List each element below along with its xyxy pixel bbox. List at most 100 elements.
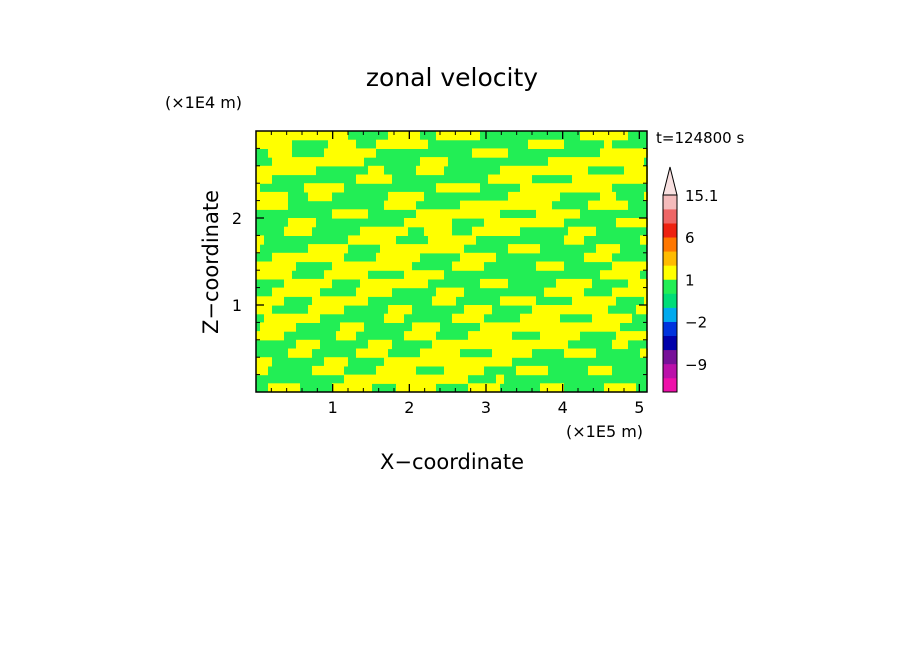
field-cell bbox=[572, 165, 576, 176]
field-cell bbox=[276, 148, 280, 158]
field-cell bbox=[336, 244, 340, 254]
field-cell bbox=[324, 131, 328, 141]
x-tick-label: 3 bbox=[481, 398, 491, 417]
field-cell bbox=[316, 296, 320, 306]
field-cell bbox=[524, 313, 528, 323]
field-cell bbox=[400, 357, 404, 367]
field-cell bbox=[584, 183, 588, 193]
field-cell bbox=[460, 365, 464, 376]
field-cell bbox=[596, 157, 600, 167]
field-cell bbox=[572, 183, 576, 193]
field-cell bbox=[444, 357, 448, 367]
field-cell bbox=[404, 331, 408, 341]
field-cell bbox=[576, 235, 580, 245]
field-cell bbox=[620, 131, 624, 141]
field-cell bbox=[484, 331, 488, 341]
field-cell bbox=[552, 313, 556, 323]
field-cell bbox=[548, 209, 552, 219]
field-cell bbox=[368, 261, 372, 271]
field-cell bbox=[288, 287, 292, 297]
field-cell bbox=[524, 165, 528, 176]
field-cell bbox=[536, 313, 540, 323]
field-cell bbox=[468, 313, 472, 323]
field-cell bbox=[284, 261, 288, 271]
colorbar-segment bbox=[663, 251, 677, 266]
field-cell bbox=[360, 209, 364, 219]
field-cell bbox=[280, 270, 284, 280]
y-axis-label: Z−coordinate bbox=[199, 190, 223, 334]
field-cell bbox=[388, 365, 392, 376]
field-cell bbox=[268, 131, 272, 141]
field-cell bbox=[604, 305, 608, 315]
field-cell bbox=[428, 235, 432, 245]
field-cell bbox=[312, 365, 316, 376]
field-cell bbox=[328, 305, 332, 315]
field-cell bbox=[340, 157, 344, 167]
field-cell bbox=[484, 305, 488, 315]
field-cell bbox=[608, 183, 612, 193]
field-cell bbox=[356, 374, 360, 384]
field-cell bbox=[400, 374, 404, 384]
field-cell bbox=[540, 218, 544, 228]
field-cell bbox=[400, 139, 404, 149]
field-cell bbox=[280, 200, 284, 210]
field-cell bbox=[516, 226, 520, 236]
field-cell bbox=[316, 191, 320, 202]
field-cell bbox=[360, 322, 364, 332]
field-cell bbox=[404, 365, 408, 376]
field-cell bbox=[472, 261, 476, 271]
field-cell bbox=[632, 287, 636, 297]
field-cell bbox=[312, 218, 316, 228]
field-cell bbox=[408, 261, 412, 271]
field-cell bbox=[264, 322, 268, 332]
field-cell bbox=[316, 313, 320, 323]
field-cell bbox=[436, 287, 440, 297]
field-cell bbox=[328, 148, 332, 158]
field-cell bbox=[556, 165, 560, 176]
field-cell bbox=[428, 374, 432, 384]
field-cell bbox=[276, 331, 280, 341]
field-cell bbox=[352, 209, 356, 219]
field-cell bbox=[624, 313, 628, 323]
field-cell bbox=[396, 200, 400, 210]
field-cell bbox=[448, 365, 452, 376]
field-cell bbox=[464, 313, 468, 323]
field-cell bbox=[440, 348, 444, 358]
field-cell bbox=[328, 139, 332, 149]
field-cell bbox=[492, 357, 496, 367]
field-cell bbox=[480, 365, 484, 376]
field-cell bbox=[540, 200, 544, 210]
field-cell bbox=[392, 252, 396, 263]
field-cell bbox=[376, 174, 380, 184]
field-cell bbox=[504, 339, 508, 350]
field-cell bbox=[488, 322, 492, 332]
field-cell bbox=[440, 131, 444, 141]
field-cell bbox=[392, 139, 396, 149]
field-cell bbox=[260, 191, 264, 202]
field-cell bbox=[444, 296, 448, 306]
field-cell bbox=[272, 191, 276, 202]
field-cell bbox=[284, 191, 288, 202]
field-cell bbox=[556, 313, 560, 323]
field-cell bbox=[388, 278, 392, 289]
field-cell bbox=[384, 287, 388, 297]
field-cell bbox=[416, 357, 420, 367]
field-cell bbox=[432, 165, 436, 176]
field-cell bbox=[384, 339, 388, 350]
field-cell bbox=[432, 322, 436, 332]
field-cell bbox=[584, 226, 588, 236]
field-cell bbox=[488, 331, 492, 341]
field-cell bbox=[436, 270, 440, 280]
field-cell bbox=[476, 313, 480, 323]
field-cell bbox=[644, 348, 648, 358]
field-cell bbox=[588, 348, 592, 358]
field-cell bbox=[516, 191, 520, 202]
field-cell bbox=[644, 218, 648, 228]
field-cell bbox=[260, 322, 264, 332]
field-cell bbox=[256, 331, 260, 341]
field-cell bbox=[568, 348, 572, 358]
field-cell bbox=[604, 200, 608, 210]
field-cell bbox=[520, 348, 524, 358]
field-cell bbox=[544, 183, 548, 193]
field-cell bbox=[468, 383, 472, 393]
